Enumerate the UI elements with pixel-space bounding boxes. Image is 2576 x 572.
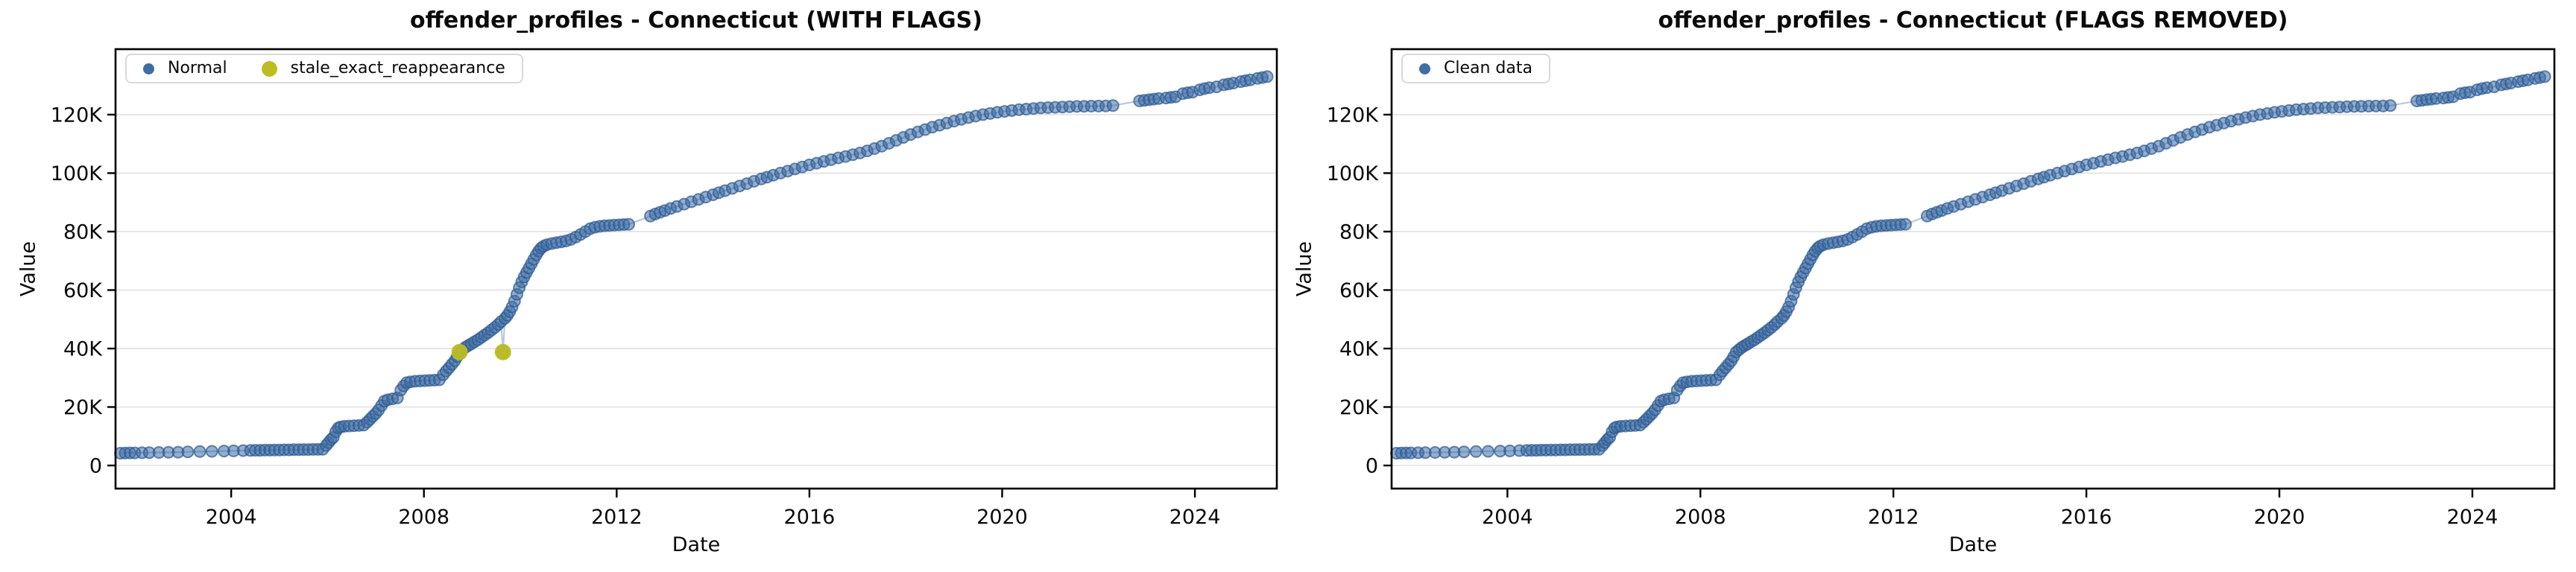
- flagged-point: [494, 343, 511, 360]
- x-tick-label: 2012: [591, 506, 643, 529]
- x-tick-label: 2008: [398, 506, 449, 529]
- x-tick-label: 2020: [976, 506, 1028, 529]
- legend-label: Clean data: [1444, 59, 1532, 77]
- y-tick-label: 20K: [63, 396, 103, 419]
- y-tick-label: 60K: [63, 279, 103, 302]
- y-tick-label: 60K: [1339, 279, 1379, 302]
- y-tick-label: 100K: [1327, 162, 1380, 185]
- data-point: [205, 445, 218, 458]
- y-tick-label: 120K: [51, 104, 104, 127]
- y-tick-label: 120K: [1327, 104, 1380, 127]
- y-tick-label: 80K: [1339, 220, 1379, 244]
- y-tick-label: 20K: [1339, 396, 1379, 419]
- x-tick-label: 2020: [2254, 506, 2305, 529]
- y-tick-label: 40K: [63, 337, 103, 360]
- y-tick-label: 40K: [1339, 337, 1379, 360]
- chart-right-legend: Clean data: [1401, 54, 1550, 83]
- x-tick-label: 2016: [2061, 506, 2112, 529]
- x-tick-label: 2004: [206, 506, 257, 529]
- data-point: [181, 445, 195, 459]
- plot-frame: [114, 48, 1278, 490]
- data-point: [1106, 99, 1120, 112]
- plot-frame: [1390, 48, 2556, 490]
- chart-right-ylabel: Value: [1292, 241, 1316, 297]
- flagged-point: [451, 343, 468, 360]
- x-tick-label: 2012: [1868, 506, 1919, 529]
- y-tick-label: 80K: [63, 220, 103, 244]
- data-point: [2538, 70, 2551, 83]
- legend-item-normal: Normal: [143, 60, 227, 77]
- data-line: [1396, 75, 2545, 454]
- legend-item-stale-exact-reappearance: stale_exact_reappearance: [261, 59, 505, 77]
- chart-left: 0 20K 40K 60K 80K 100K 120K 2004 2008 2012 2016 202…: [51, 48, 1278, 529]
- data-point: [1469, 445, 1483, 458]
- chart-left-xlabel: Date: [672, 533, 721, 556]
- data-point: [1482, 445, 1494, 458]
- chart-left-ylabel: Value: [16, 241, 40, 297]
- data-point: [193, 445, 206, 458]
- y-tick-label: 0: [89, 454, 102, 477]
- x-tick-label: 2024: [1169, 506, 1221, 529]
- y-tick-label: 100K: [51, 162, 104, 185]
- data-point: [1898, 217, 1912, 231]
- clean-marker-icon: [1419, 63, 1430, 74]
- flagged-marker-icon: [261, 60, 277, 77]
- data-point: [1260, 70, 1274, 83]
- legend-label: stale_exact_reappearance: [290, 59, 505, 77]
- data-point: [2384, 99, 2397, 112]
- chart-left-title: offender_profiles - Connecticut (WITH FL…: [410, 7, 982, 34]
- x-tick-label: 2016: [784, 506, 836, 529]
- data-point: [1457, 445, 1471, 459]
- legend-item-clean-data: Clean data: [1419, 60, 1532, 77]
- normal-marker-icon: [143, 63, 154, 74]
- chart-right-title: offender_profiles - Connecticut (FLAGS R…: [1658, 7, 2288, 34]
- data-line: [120, 75, 1268, 454]
- x-tick-label: 2024: [2447, 506, 2498, 529]
- chart-right: 0 20K 40K 60K 80K 100K 120K 2004 2008 2012 2016 202…: [1327, 48, 2556, 529]
- x-tick-label: 2004: [1482, 506, 1533, 529]
- data-point: [622, 217, 635, 231]
- legend-label: Normal: [168, 59, 227, 77]
- chart-left-legend: Normal stale_exact_reappearance: [125, 54, 523, 83]
- x-tick-label: 2008: [1675, 506, 1726, 529]
- y-tick-label: 0: [1366, 454, 1378, 477]
- chart-right-xlabel: Date: [1948, 533, 1998, 556]
